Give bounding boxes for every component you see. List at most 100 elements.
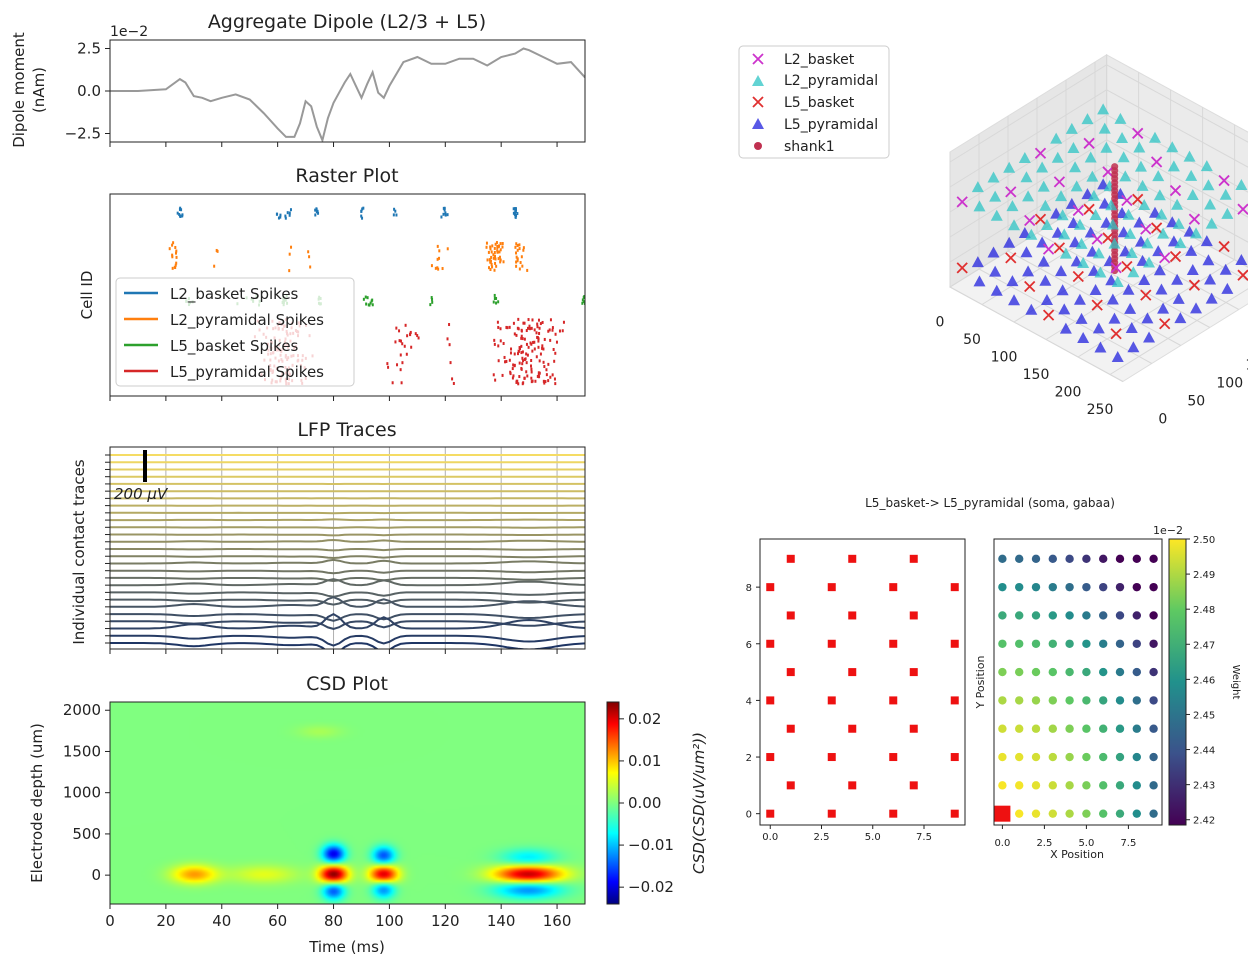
lfp-trace bbox=[110, 613, 585, 622]
scatter3d-point-l5-pyramidal bbox=[1056, 284, 1069, 296]
conn-right-weight-dot bbox=[1099, 611, 1108, 620]
scatter3d-point-l2-pyramidal bbox=[1065, 122, 1078, 134]
scatter3d-point-l5-pyramidal bbox=[1075, 312, 1088, 324]
raster-spike bbox=[508, 325, 511, 329]
raster-spike bbox=[525, 352, 528, 356]
scatter3d-point-l2-basket bbox=[1024, 214, 1036, 227]
raster-spike bbox=[515, 260, 518, 264]
scatter3d-point-l2-pyramidal bbox=[1069, 161, 1082, 173]
raster-spike bbox=[496, 250, 499, 254]
legend3d-label-l5-basket: L5_basket bbox=[784, 95, 855, 111]
scatter3d-point-l2-pyramidal bbox=[1235, 179, 1248, 191]
raster-spike bbox=[513, 212, 516, 216]
scatter3d-point-l2-pyramidal bbox=[1124, 227, 1137, 239]
raster-spike bbox=[509, 370, 512, 374]
scatter3d-point-l2-pyramidal bbox=[1136, 179, 1149, 191]
conn-right-weight-dot bbox=[1132, 696, 1142, 705]
conn-left-xtick-label: 5.0 bbox=[865, 832, 881, 843]
conn-left-square bbox=[848, 611, 857, 620]
scatter3d-point-l5-pyramidal bbox=[1235, 254, 1248, 266]
raster-spike bbox=[530, 326, 533, 330]
scatter3d-point-l2-pyramidal bbox=[1039, 199, 1052, 211]
lfp-trace bbox=[110, 518, 585, 522]
lfp-trace bbox=[110, 612, 585, 630]
raster-spike bbox=[561, 329, 564, 333]
raster-spike bbox=[179, 214, 182, 218]
raster-spike bbox=[401, 361, 404, 365]
scatter3d-point-l5-pyramidal bbox=[1186, 264, 1199, 276]
raster-spike bbox=[493, 255, 496, 259]
csd-colorbar-ticks: 0.02 0.01 0.00 −0.01 −0.02 bbox=[619, 710, 674, 896]
scatter3d-point-l5-pyramidal bbox=[1205, 292, 1218, 304]
raster-spike bbox=[499, 242, 502, 246]
csd-cbar-tick-label: 0.02 bbox=[628, 710, 661, 728]
raster-spike bbox=[175, 255, 178, 259]
conn-left-square bbox=[909, 781, 918, 790]
scatter3d-point-l2-pyramidal bbox=[1204, 198, 1217, 210]
raster-spike bbox=[406, 334, 409, 338]
scatter3d-point-l5-pyramidal bbox=[1020, 246, 1033, 258]
raster-spike bbox=[537, 318, 540, 322]
raster-spike bbox=[391, 381, 394, 385]
scatter3d-point-l2-pyramidal bbox=[1143, 256, 1156, 268]
raster-spike bbox=[438, 249, 441, 253]
raster-spike bbox=[416, 334, 419, 338]
csd-colorbar-label: CSD(CSD(uV/um²)) bbox=[690, 732, 708, 874]
raster-spike bbox=[284, 216, 287, 220]
raster-spike bbox=[360, 209, 363, 213]
raster-spike bbox=[431, 300, 434, 304]
raster-spike bbox=[175, 261, 178, 265]
conn-right-weight-dot bbox=[1031, 611, 1041, 620]
conn-right-weight-dot bbox=[1048, 639, 1058, 648]
conn-right-weight-dot bbox=[1082, 554, 1091, 564]
csd-xtick-label: 60 bbox=[268, 912, 287, 930]
scatter3d-point-l2-basket bbox=[1091, 233, 1103, 245]
raster-spike bbox=[279, 213, 282, 217]
raster-spike bbox=[513, 332, 516, 336]
legend3d-marker-shank1 bbox=[754, 142, 762, 150]
raster-spike bbox=[525, 329, 528, 333]
conn-right-weight-dot bbox=[1132, 582, 1142, 592]
scatter3d-point-l2-basket bbox=[1072, 204, 1084, 217]
raster-spike bbox=[531, 349, 534, 353]
raster-spike bbox=[446, 213, 449, 217]
conn-right-weight-dot bbox=[1031, 752, 1041, 762]
raster-spike bbox=[488, 266, 491, 270]
scatter3d-point-l2-basket bbox=[1005, 186, 1017, 198]
conn-right-weight-dot bbox=[998, 639, 1007, 648]
raster-spike bbox=[403, 344, 406, 348]
csd-xlabel: Time (ms) bbox=[308, 938, 385, 956]
conn-xlabel: X Position bbox=[1050, 848, 1104, 861]
raster-spike bbox=[434, 266, 437, 270]
conn-left-square bbox=[950, 696, 959, 705]
scatter3d-point-l5-pyramidal bbox=[1190, 302, 1203, 314]
scatter3d-point-l2-pyramidal bbox=[1022, 190, 1035, 202]
scatter3d-point-l2-basket bbox=[1218, 174, 1230, 187]
scatter3d-point-l5-pyramidal bbox=[1037, 255, 1050, 267]
raster-spike bbox=[548, 328, 551, 332]
conn-cbar-tick-label: 2.43 bbox=[1193, 781, 1215, 792]
raster-spike bbox=[543, 365, 546, 369]
raster-spike bbox=[485, 245, 488, 249]
raster-spike bbox=[530, 370, 533, 374]
scatter3d-point-l2-pyramidal bbox=[1167, 160, 1180, 172]
scatter3d-point-l5-pyramidal bbox=[989, 265, 1002, 277]
scatter3d-gridline bbox=[949, 286, 1124, 382]
raster-spike bbox=[545, 373, 548, 377]
conn-right-weight-dot bbox=[1015, 582, 1024, 592]
conn-right-weight-dot bbox=[1065, 611, 1074, 620]
conn-right-xtick-label: 0.0 bbox=[994, 838, 1010, 849]
raster-spike bbox=[174, 251, 177, 255]
conn-right-weight-dot bbox=[1115, 667, 1125, 677]
scatter3d-legend: L2_basket L2_pyramidal L5_basket L5_pyra… bbox=[738, 45, 890, 159]
scatter3d-point-l2-pyramidal bbox=[1117, 151, 1130, 163]
scatter3d-point-l2-pyramidal bbox=[1205, 217, 1218, 229]
lfp-trace bbox=[110, 598, 585, 606]
conn-left-xtick-label: 2.5 bbox=[814, 832, 830, 843]
legend-label-l5-pyramidal: L5_pyramidal Spikes bbox=[170, 363, 324, 382]
raster-spike bbox=[171, 253, 174, 257]
raster-spike bbox=[308, 255, 311, 259]
raster-spike bbox=[551, 373, 554, 377]
csd-heatmap bbox=[110, 702, 585, 904]
scatter3d-point-l2-basket bbox=[1150, 156, 1163, 168]
